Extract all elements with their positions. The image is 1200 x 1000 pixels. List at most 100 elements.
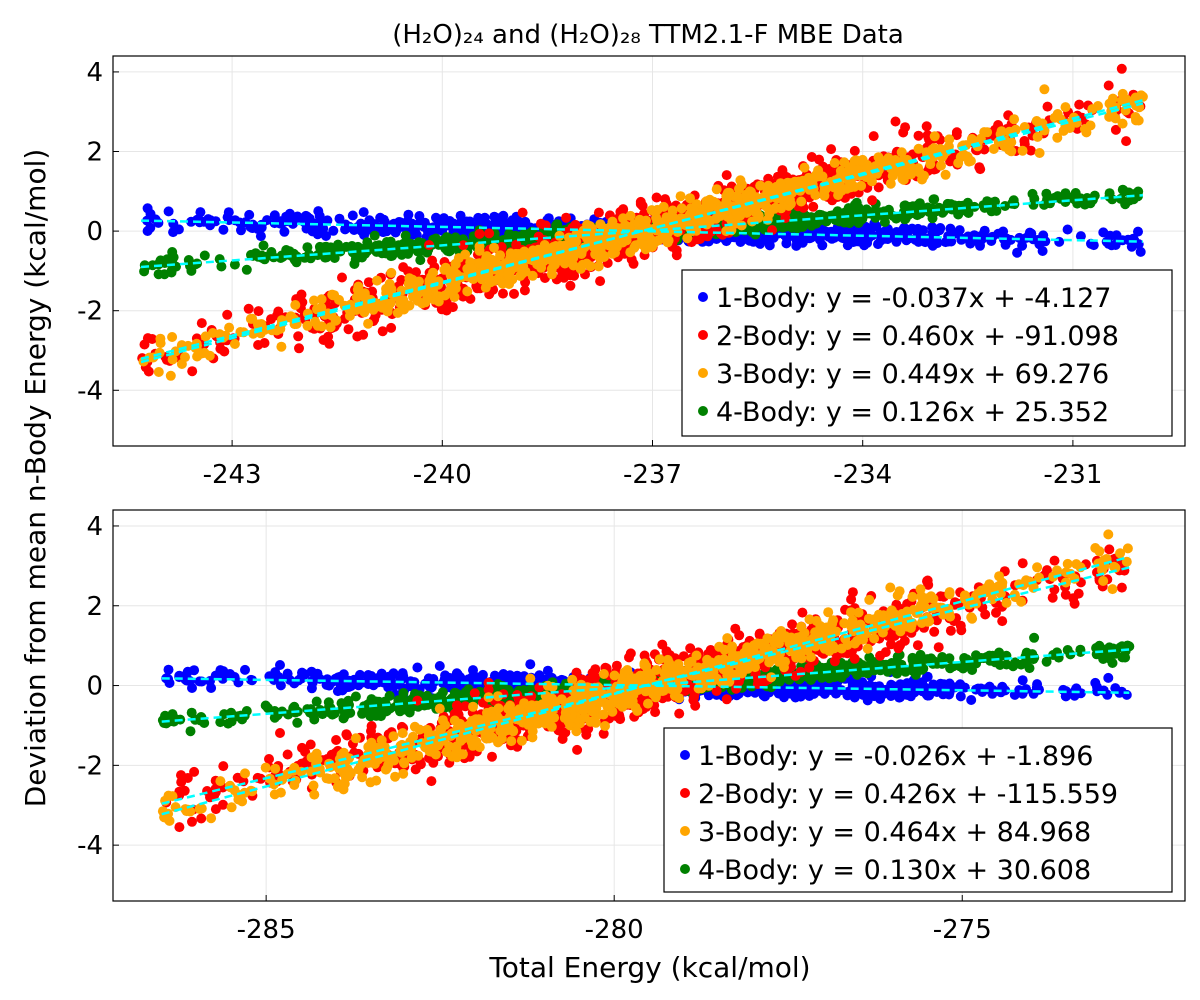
data-point: [434, 661, 445, 671]
data-point: [1008, 661, 1019, 672]
data-point: [1042, 101, 1053, 112]
data-point: [919, 170, 929, 181]
data-point: [276, 341, 287, 352]
data-point: [199, 347, 210, 358]
data-point: [236, 225, 246, 236]
legend-entry: 4-Body: y = 0.126x + 25.352: [716, 397, 1109, 428]
data-point: [890, 116, 901, 127]
data-point: [846, 177, 856, 188]
data-point: [243, 303, 254, 314]
data-point: [643, 230, 654, 241]
data-point: [1103, 672, 1114, 683]
data-point: [167, 332, 178, 342]
data-point: [163, 206, 174, 217]
data-point: [377, 302, 388, 313]
data-point: [583, 235, 594, 246]
data-point: [390, 222, 401, 233]
data-point: [181, 675, 192, 686]
data-point: [329, 253, 340, 263]
data-point: [423, 226, 433, 237]
data-point: [888, 168, 899, 179]
data-point: [556, 255, 567, 266]
data-point: [316, 294, 327, 305]
data-point: [775, 178, 786, 189]
data-point: [675, 191, 686, 202]
data-point: [426, 272, 436, 282]
data-point: [826, 144, 837, 155]
data-point: [755, 238, 766, 249]
data-point: [225, 669, 235, 679]
data-point: [386, 267, 397, 278]
data-point: [302, 320, 313, 331]
data-point: [427, 255, 438, 266]
data-point: [1034, 118, 1045, 129]
data-point: [414, 211, 425, 221]
x-tick-label: -240: [413, 460, 472, 490]
data-point: [944, 134, 955, 145]
data-point: [689, 206, 700, 216]
data-point: [296, 289, 307, 300]
data-point: [896, 147, 907, 158]
data-point: [667, 205, 678, 216]
data-point: [294, 343, 304, 354]
data-point: [378, 220, 389, 231]
legend-marker-1-body: [698, 292, 708, 302]
data-point: [905, 169, 916, 180]
data-point: [168, 227, 179, 238]
data-point: [536, 262, 547, 273]
data-point: [199, 250, 210, 261]
data-point: [821, 183, 832, 194]
data-point: [1105, 230, 1116, 241]
data-point: [834, 216, 845, 227]
data-point: [286, 216, 297, 227]
data-point: [891, 235, 902, 246]
data-point: [275, 323, 286, 334]
data-point: [1026, 228, 1037, 239]
data-point: [375, 212, 386, 223]
data-point: [940, 169, 951, 180]
data-point: [810, 190, 821, 201]
data-point: [460, 249, 471, 260]
data-point: [1136, 90, 1146, 101]
data-point: [439, 264, 450, 275]
data-point: [466, 262, 477, 273]
data-point: [942, 199, 953, 209]
data-point: [1090, 677, 1101, 688]
data-point: [1117, 118, 1128, 129]
data-point: [811, 170, 821, 181]
data-point: [1116, 63, 1127, 74]
data-point: [784, 194, 795, 205]
data-point: [353, 281, 364, 292]
data-point: [368, 304, 379, 315]
data-point: [635, 199, 646, 209]
data-point: [884, 157, 895, 168]
data-point: [316, 321, 327, 332]
data-point: [1117, 88, 1128, 99]
data-point: [383, 682, 394, 693]
data-point: [412, 244, 423, 255]
data-point: [1093, 101, 1103, 111]
data-point: [442, 233, 453, 244]
data-point: [334, 213, 345, 224]
data-point: [618, 204, 629, 215]
data-point: [334, 294, 344, 305]
fit-line-2-body: [140, 99, 1144, 364]
data-point: [474, 241, 485, 252]
data-point: [646, 205, 657, 216]
data-point: [347, 210, 358, 221]
data-point: [327, 289, 338, 300]
data-point: [410, 278, 421, 289]
data-point: [639, 219, 650, 230]
data-point: [462, 286, 473, 297]
data-point: [796, 196, 807, 207]
data-point: [240, 664, 250, 675]
data-point: [763, 173, 774, 184]
data-point: [914, 198, 925, 209]
data-point: [353, 680, 364, 691]
data-point: [799, 162, 810, 173]
data-point: [343, 695, 354, 706]
data-point: [618, 213, 629, 224]
data-point: [913, 143, 924, 154]
data-point: [873, 152, 884, 163]
legend-marker-3-body: [698, 368, 708, 378]
